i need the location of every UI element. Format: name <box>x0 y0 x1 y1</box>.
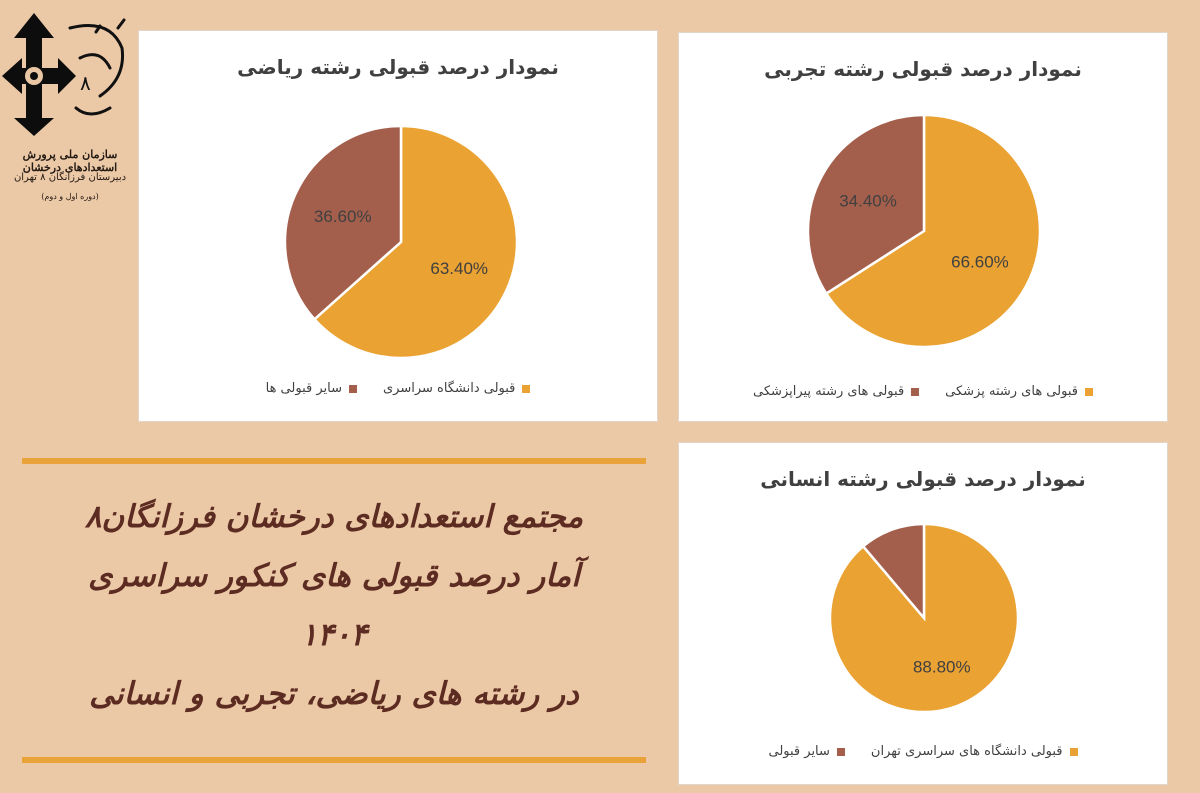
pie-chart-math: 63.40% 36.60% <box>283 124 519 360</box>
legend-swatch <box>522 384 531 393</box>
pie-slice <box>861 522 926 622</box>
chart-legend: قبولی های رشته پزشکی قبولی های رشته پیراپ… <box>679 384 1167 399</box>
school-logo: ۸ سازمان ملی پرورش استعدادهای درخشان دبی… <box>0 8 140 218</box>
data-label: 36.60% <box>314 207 372 226</box>
pie-chart-humanities: 88.80% <box>828 522 1020 714</box>
headline-line-2: آمار درصد قبولی های کنکور سراسری <box>88 558 580 594</box>
legend-swatch <box>836 747 845 756</box>
svg-text:۸: ۸ <box>80 71 91 95</box>
legend-item: سایر قبولی ها <box>266 381 357 396</box>
legend-label: سایر قبولی <box>768 744 830 759</box>
school-name: دبیرستان فرزانگان ۸ تهران <box>13 172 127 183</box>
pie-slice <box>283 124 403 322</box>
headline-line-4: در رشته های ریاضی، تجربی و انسانی <box>89 676 579 712</box>
legend-item: قبولی های رشته پیراپزشکی <box>753 384 920 399</box>
pie-slice <box>824 113 1042 349</box>
headline-line-1: مجتمع استعدادهای درخشان فرزانگان۸ <box>84 499 584 535</box>
headline-line-3: ۱۴۰۴ <box>300 617 368 653</box>
legend-label: قبولی دانشگاه سراسری <box>382 381 516 396</box>
legend-swatch <box>1084 387 1093 396</box>
pie-slice <box>828 522 1020 714</box>
chart-title: نمودار درصد قبولی رشته انسانی <box>760 467 1086 491</box>
org-name: سازمان ملی پرورش استعدادهای درخشان <box>22 148 118 174</box>
legend-label: قبولی دانشگاه های سراسری تهران <box>870 744 1063 759</box>
chart-card-experimental: نمودار درصد قبولی رشته تجربی 66.60% 34.40… <box>678 32 1168 422</box>
chart-legend: قبولی دانشگاه های سراسری تهران سایر قبولی <box>679 744 1167 759</box>
chart-legend: قبولی دانشگاه سراسری سایر قبولی ها <box>139 381 657 396</box>
legend-label: قبولی های رشته پزشکی <box>945 384 1078 399</box>
pie-chart-experimental: 66.60% 34.40% <box>806 113 1042 349</box>
chart-title: نمودار درصد قبولی رشته تجربی <box>764 57 1082 81</box>
legend-label: سایر قبولی ها <box>265 381 342 396</box>
bottom-divider <box>22 757 646 763</box>
chart-title: نمودار درصد قبولی رشته ریاضی <box>237 55 559 79</box>
pie-slice <box>312 124 519 360</box>
legend-item: سایر قبولی <box>768 744 845 759</box>
legend-swatch <box>348 384 357 393</box>
farzanegan-emblem-icon: ۸ <box>2 13 126 136</box>
legend-swatch <box>1069 747 1078 756</box>
pie-slice <box>806 113 926 296</box>
data-label: 34.40% <box>839 191 897 210</box>
legend-item: قبولی های رشته پزشکی <box>945 384 1093 399</box>
chart-card-math: نمودار درصد قبولی رشته ریاضی 63.40% 36.60… <box>138 30 658 422</box>
legend-swatch <box>911 387 920 396</box>
headline-block: مجتمع استعدادهای درخشان فرزانگان۸ آمار د… <box>22 488 646 750</box>
top-divider <box>22 458 646 464</box>
legend-item: قبولی دانشگاه سراسری <box>382 381 531 396</box>
legend-label: قبولی های رشته پیراپزشکی <box>753 384 905 399</box>
legend-item: قبولی دانشگاه های سراسری تهران <box>871 744 1078 759</box>
data-label: 66.60% <box>951 253 1009 272</box>
school-grades: (دوره اول و دوم) <box>41 192 99 201</box>
data-label: 88.80% <box>913 658 971 677</box>
data-label: 63.40% <box>430 259 488 278</box>
chart-card-humanities: نمودار درصد قبولی رشته انسانی 88.80% قبو… <box>678 442 1168 785</box>
